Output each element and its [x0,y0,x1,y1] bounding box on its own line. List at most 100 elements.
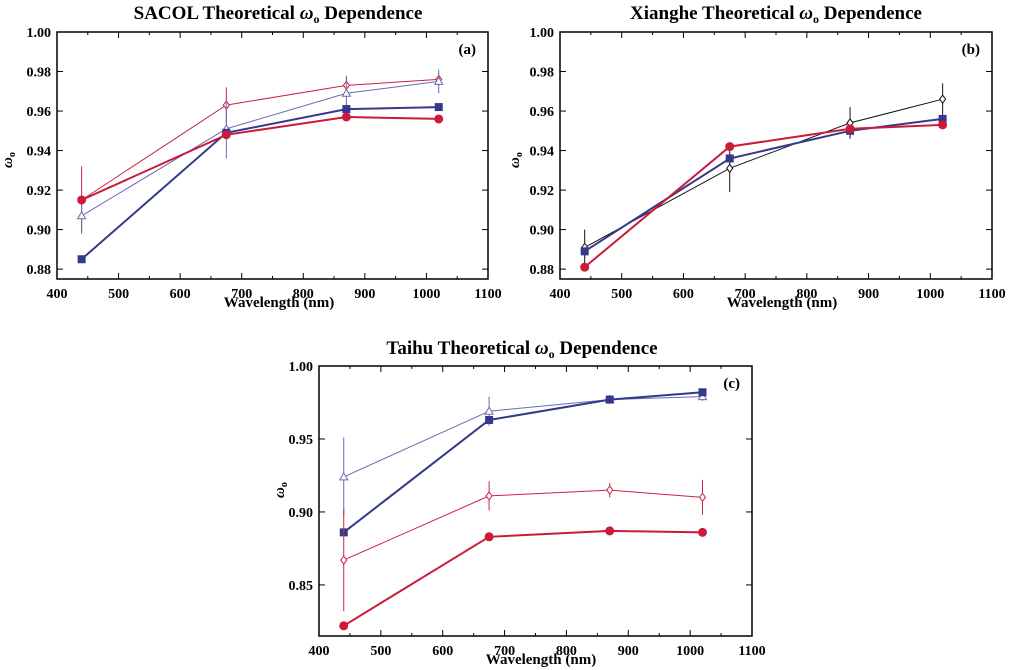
data-point [725,142,735,152]
y-tick-label: 1.00 [289,360,314,375]
x-tick-label: 600 [673,287,694,302]
data-point [221,130,231,140]
x-tick-label: 400 [309,644,330,659]
x-tick-label: 400 [47,287,68,302]
x-tick-label: 900 [858,287,879,302]
y-tick-label: 0.92 [530,184,555,199]
data-point [338,471,349,481]
data-point [484,406,494,415]
series-red-circle [77,112,444,205]
x-tick-label: 1100 [738,644,765,659]
data-point [580,262,590,272]
data-point [938,120,948,130]
data-point [485,416,494,424]
data-point [484,532,494,542]
y-axis-label: ωo [272,482,290,498]
data-point [341,88,352,97]
series-black-diamond [581,83,947,266]
data-point [698,527,708,537]
series-line [80,106,439,260]
y-tick-label: 0.85 [289,579,314,594]
x-tick-label: 900 [354,287,375,302]
y-tick-label: 1.00 [27,26,52,41]
x-tick-label: 700 [231,287,252,302]
chart-panel-taihu: Taihu Theoretical ωo Dependence Waveleng… [272,338,766,668]
panel-label: (c) [723,376,740,392]
y-tick-label: 0.98 [530,66,555,81]
data-point [939,94,947,105]
series-line [584,123,943,268]
y-tick-label: 0.92 [27,184,52,199]
chart-title: Xianghe Theoretical ωo Dependence [630,3,922,26]
x-tick-label: 500 [108,287,129,302]
data-point [340,555,348,565]
data-point [76,210,87,220]
data-point [434,103,443,112]
x-tick-label: 500 [611,287,632,302]
series-red-circle [339,526,708,631]
data-point [339,621,349,631]
panel-label: (a) [459,42,477,58]
plot-frame [56,31,489,280]
x-tick-label: 600 [432,644,453,659]
x-tick-label: 1100 [978,287,1005,302]
y-tick-label: 0.88 [530,263,555,278]
y-tick-label: 0.88 [27,263,52,278]
y-tick-label: 0.96 [530,105,555,120]
series-line [343,529,703,627]
series-red-circle [580,120,948,272]
series-blue-square [77,103,443,264]
y-tick-label: 0.94 [530,145,555,160]
data-point [433,76,444,85]
data-point [606,485,614,495]
y-tick-label: 0.98 [27,66,52,81]
data-point [726,163,734,174]
series-line [343,489,703,561]
series-line [81,78,439,201]
data-point [77,195,87,205]
x-tick-label: 1000 [412,287,440,302]
series-line [584,98,943,248]
y-axis-label: ωo [0,152,18,168]
x-tick-label: 800 [556,644,577,659]
x-tick-label: 1000 [676,644,704,659]
data-point [605,395,614,404]
x-tick-label: 700 [735,287,756,302]
series-blue-square [339,388,707,537]
x-tick-label: 800 [796,287,817,302]
y-tick-label: 0.95 [289,433,314,448]
data-point [77,255,86,264]
series-line [81,115,439,201]
data-point [605,526,615,536]
x-tick-label: 400 [550,287,571,302]
data-point [938,114,947,123]
series-line [584,117,943,253]
x-axis-label: Wavelength (nm) [486,652,596,668]
y-tick-label: 1.00 [530,26,555,41]
chart-title: Taihu Theoretical ωo Dependence [386,338,657,361]
x-tick-label: 1000 [916,287,944,302]
series-blue-thin-triangle [76,69,444,232]
x-tick-label: 500 [370,644,391,659]
x-tick-label: 700 [494,644,515,659]
series-line [343,396,703,478]
data-point [434,114,444,124]
series-red-thin-diamond [340,479,707,612]
series-red-thin-diamond [78,73,443,234]
data-point [485,491,493,501]
chart-panel-xianghe: Xianghe Theoretical ωo Dependence Wavele… [507,3,1006,311]
x-tick-label: 600 [170,287,191,302]
plot-frame [559,31,993,280]
x-tick-label: 900 [618,644,639,659]
data-point [698,388,707,397]
data-point [845,124,855,134]
y-tick-label: 0.90 [530,224,555,239]
x-axis-label: Wavelength (nm) [224,295,334,311]
series-line [343,391,703,534]
chart-panel-sacol: SACOL Theoretical ωo Dependence Waveleng… [0,3,502,311]
y-axis-label: ωo [507,152,525,168]
y-tick-label: 0.90 [27,224,52,239]
data-point [341,112,351,122]
x-axis-label: Wavelength (nm) [727,295,837,311]
